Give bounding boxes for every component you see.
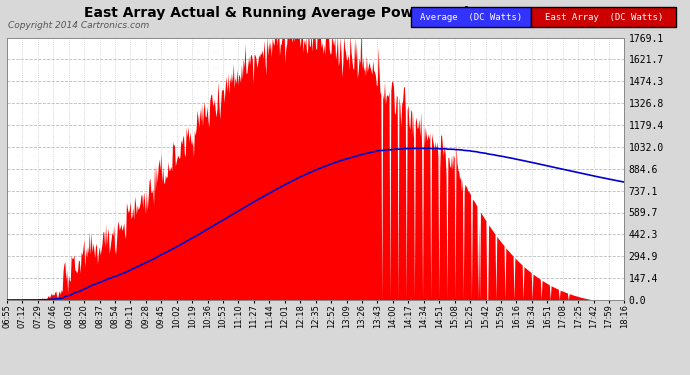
Text: Average  (DC Watts): Average (DC Watts): [420, 13, 522, 22]
Text: East Array Actual & Running Average Power Wed Oct 8 18:20: East Array Actual & Running Average Powe…: [84, 6, 564, 20]
Text: Copyright 2014 Cartronics.com: Copyright 2014 Cartronics.com: [8, 21, 150, 30]
Text: East Array  (DC Watts): East Array (DC Watts): [544, 13, 663, 22]
